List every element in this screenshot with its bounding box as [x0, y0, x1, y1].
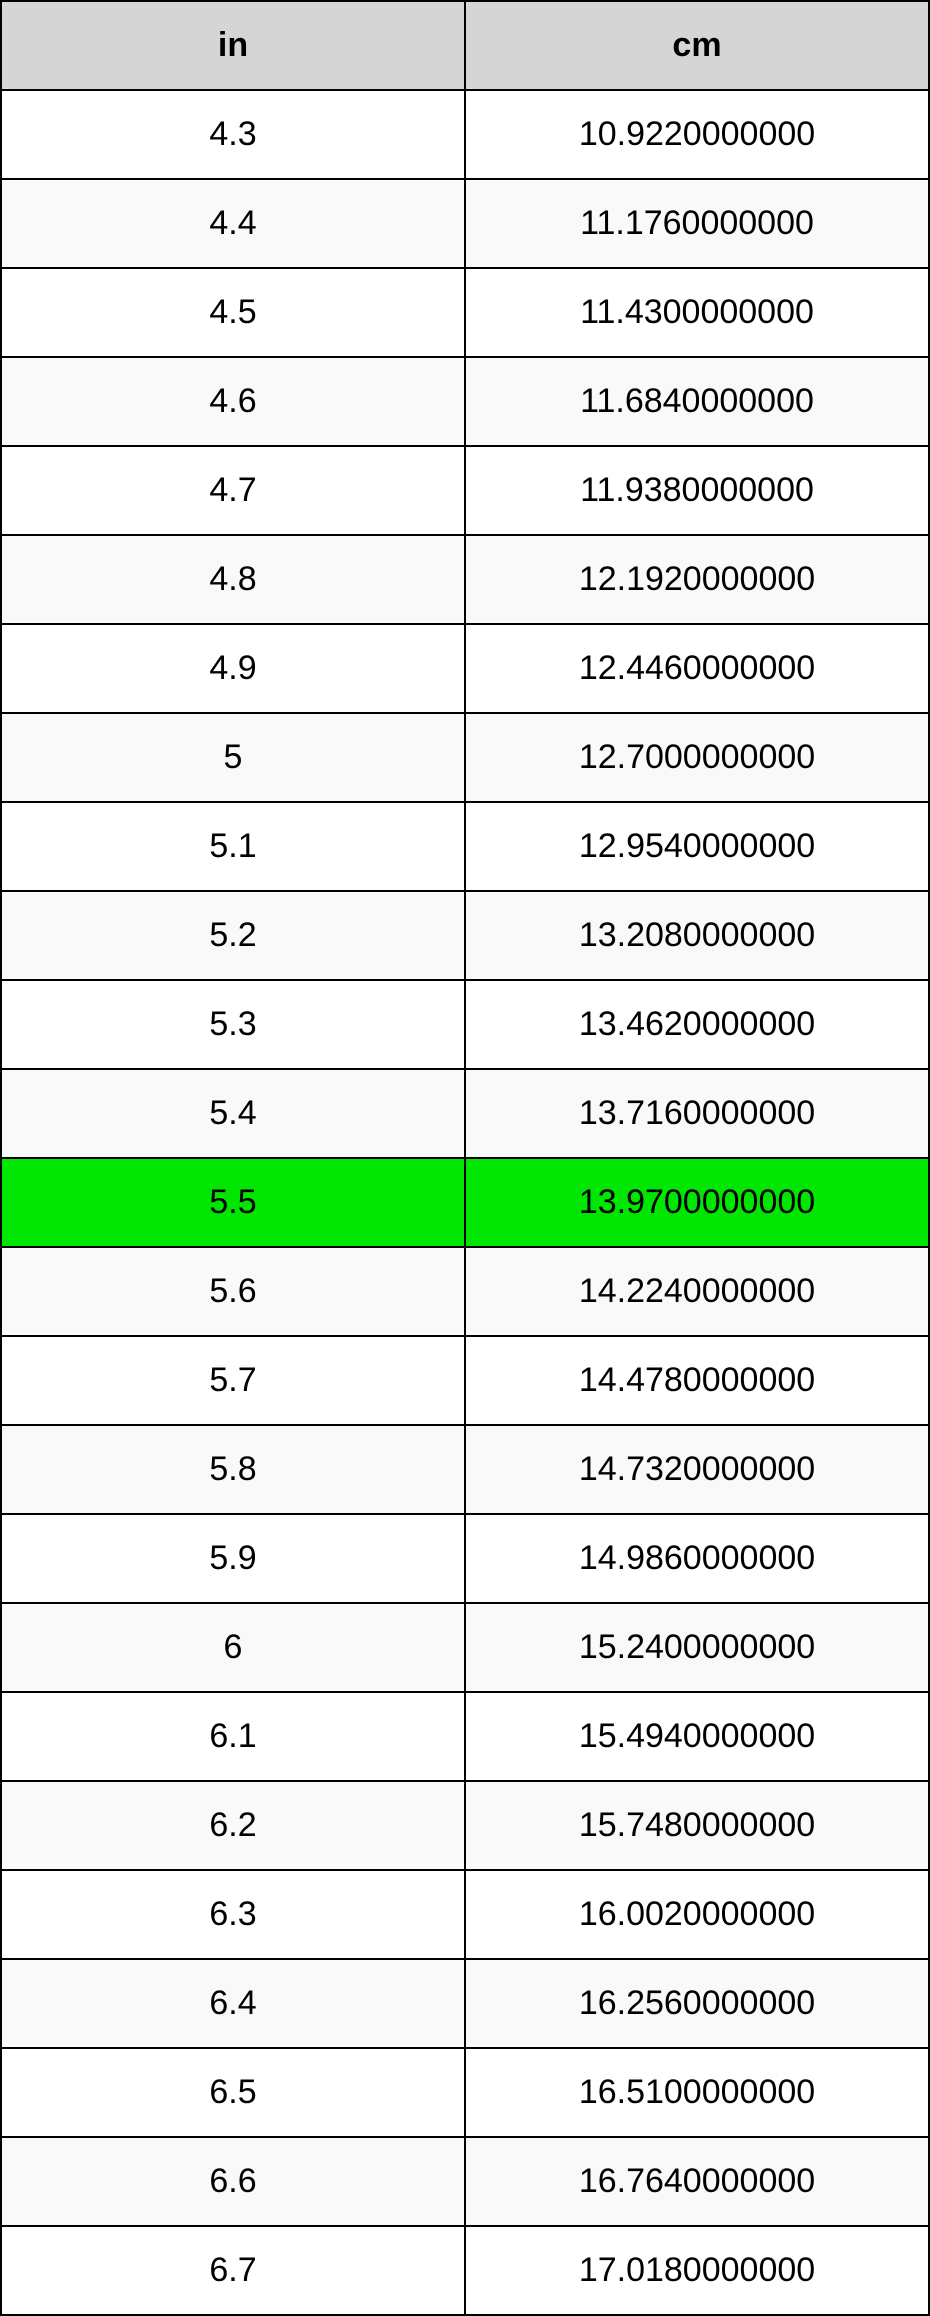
cell-cm: 14.7320000000 — [465, 1425, 929, 1514]
cell-cm: 13.7160000000 — [465, 1069, 929, 1158]
column-header-cm: cm — [465, 1, 929, 90]
cell-cm: 17.0180000000 — [465, 2226, 929, 2315]
cell-in: 5.5 — [1, 1158, 465, 1247]
table-row: 6.717.0180000000 — [1, 2226, 929, 2315]
table-row: 6.316.0020000000 — [1, 1870, 929, 1959]
table-row: 4.511.4300000000 — [1, 268, 929, 357]
cell-in: 4.9 — [1, 624, 465, 713]
table-row: 5.914.9860000000 — [1, 1514, 929, 1603]
cell-cm: 16.2560000000 — [465, 1959, 929, 2048]
cell-in: 6.1 — [1, 1692, 465, 1781]
table-row: 6.616.7640000000 — [1, 2137, 929, 2226]
table-row: 6.215.7480000000 — [1, 1781, 929, 1870]
cell-in: 5.2 — [1, 891, 465, 980]
cell-in: 6.2 — [1, 1781, 465, 1870]
cell-cm: 11.6840000000 — [465, 357, 929, 446]
cell-cm: 12.4460000000 — [465, 624, 929, 713]
cell-in: 5.3 — [1, 980, 465, 1069]
cell-cm: 12.7000000000 — [465, 713, 929, 802]
table-row: 4.411.1760000000 — [1, 179, 929, 268]
table-row: 5.112.9540000000 — [1, 802, 929, 891]
conversion-table: in cm 4.310.92200000004.411.17600000004.… — [0, 0, 930, 2316]
cell-cm: 15.7480000000 — [465, 1781, 929, 1870]
cell-in: 4.6 — [1, 357, 465, 446]
cell-in: 4.4 — [1, 179, 465, 268]
cell-in: 5.1 — [1, 802, 465, 891]
table-row: 5.213.2080000000 — [1, 891, 929, 980]
table-row: 6.416.2560000000 — [1, 1959, 929, 2048]
cell-cm: 13.9700000000 — [465, 1158, 929, 1247]
table-row: 5.413.7160000000 — [1, 1069, 929, 1158]
cell-cm: 15.2400000000 — [465, 1603, 929, 1692]
cell-in: 5 — [1, 713, 465, 802]
cell-in: 6.5 — [1, 2048, 465, 2137]
table-row: 5.714.4780000000 — [1, 1336, 929, 1425]
cell-cm: 11.1760000000 — [465, 179, 929, 268]
cell-in: 5.7 — [1, 1336, 465, 1425]
cell-in: 4.3 — [1, 90, 465, 179]
cell-in: 5.9 — [1, 1514, 465, 1603]
table-row: 4.711.9380000000 — [1, 446, 929, 535]
cell-in: 6.6 — [1, 2137, 465, 2226]
cell-cm: 14.9860000000 — [465, 1514, 929, 1603]
cell-in: 4.5 — [1, 268, 465, 357]
table-row: 4.812.1920000000 — [1, 535, 929, 624]
cell-in: 4.8 — [1, 535, 465, 624]
column-header-in: in — [1, 1, 465, 90]
cell-in: 5.4 — [1, 1069, 465, 1158]
cell-cm: 16.5100000000 — [465, 2048, 929, 2137]
cell-in: 6 — [1, 1603, 465, 1692]
cell-cm: 14.2240000000 — [465, 1247, 929, 1336]
cell-in: 6.4 — [1, 1959, 465, 2048]
table-row: 5.313.4620000000 — [1, 980, 929, 1069]
table-header-row: in cm — [1, 1, 929, 90]
table-row: 615.2400000000 — [1, 1603, 929, 1692]
cell-cm: 16.0020000000 — [465, 1870, 929, 1959]
cell-cm: 12.1920000000 — [465, 535, 929, 624]
table-row: 4.310.9220000000 — [1, 90, 929, 179]
table-row: 5.614.2240000000 — [1, 1247, 929, 1336]
cell-in: 4.7 — [1, 446, 465, 535]
cell-cm: 11.4300000000 — [465, 268, 929, 357]
table-row: 5.814.7320000000 — [1, 1425, 929, 1514]
table-row: 4.611.6840000000 — [1, 357, 929, 446]
cell-cm: 14.4780000000 — [465, 1336, 929, 1425]
cell-in: 6.3 — [1, 1870, 465, 1959]
table-row: 4.912.4460000000 — [1, 624, 929, 713]
cell-in: 5.6 — [1, 1247, 465, 1336]
cell-cm: 11.9380000000 — [465, 446, 929, 535]
cell-cm: 13.4620000000 — [465, 980, 929, 1069]
cell-in: 6.7 — [1, 2226, 465, 2315]
cell-in: 5.8 — [1, 1425, 465, 1514]
cell-cm: 15.4940000000 — [465, 1692, 929, 1781]
cell-cm: 16.7640000000 — [465, 2137, 929, 2226]
cell-cm: 12.9540000000 — [465, 802, 929, 891]
table-row: 6.516.5100000000 — [1, 2048, 929, 2137]
table-row: 6.115.4940000000 — [1, 1692, 929, 1781]
cell-cm: 10.9220000000 — [465, 90, 929, 179]
table-row: 5.513.9700000000 — [1, 1158, 929, 1247]
cell-cm: 13.2080000000 — [465, 891, 929, 980]
table-row: 512.7000000000 — [1, 713, 929, 802]
